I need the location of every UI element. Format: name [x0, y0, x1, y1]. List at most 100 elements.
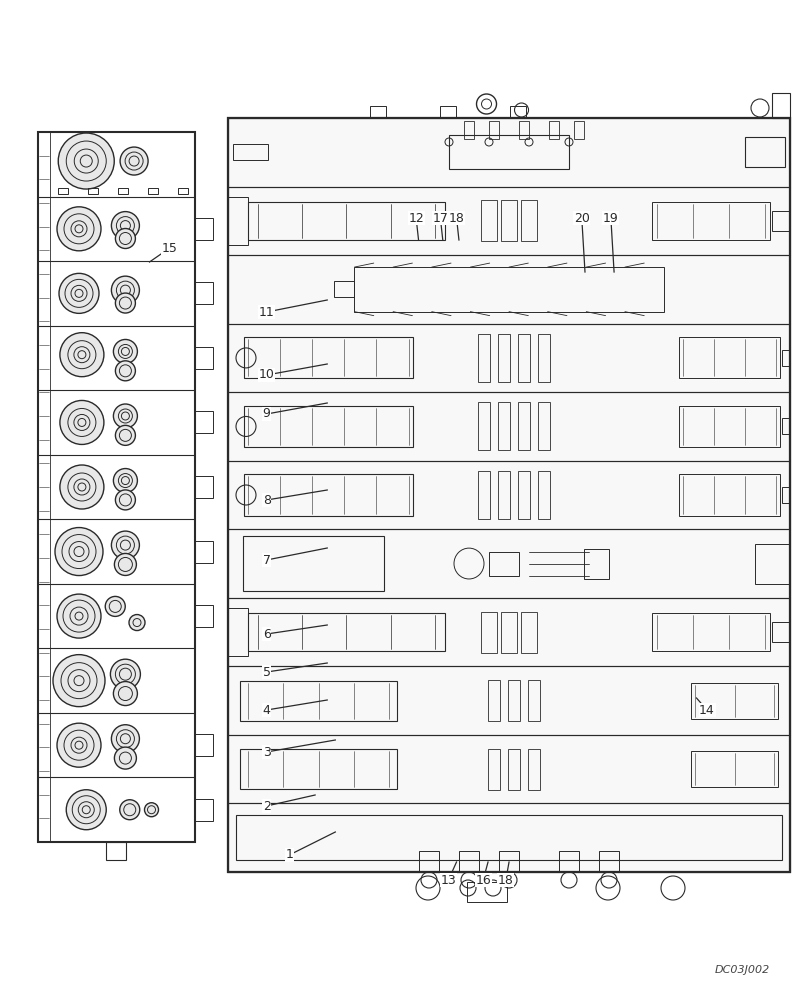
Bar: [195, 347, 213, 369]
Circle shape: [113, 404, 137, 428]
Bar: [118, 188, 128, 194]
Circle shape: [116, 229, 136, 248]
Bar: [782, 418, 790, 434]
Circle shape: [57, 594, 101, 638]
Bar: [248, 613, 444, 651]
Circle shape: [57, 207, 101, 251]
Bar: [106, 842, 126, 860]
Bar: [419, 851, 439, 872]
Circle shape: [105, 596, 125, 616]
Bar: [772, 93, 790, 118]
Bar: [228, 118, 790, 187]
Bar: [228, 197, 248, 245]
Bar: [228, 529, 790, 598]
Bar: [782, 350, 790, 366]
Bar: [248, 202, 444, 240]
Bar: [481, 200, 497, 241]
Text: 6: 6: [263, 628, 271, 641]
Circle shape: [115, 747, 137, 769]
Bar: [88, 188, 98, 194]
Bar: [478, 471, 490, 519]
Bar: [521, 200, 537, 241]
Bar: [498, 402, 510, 450]
Text: 2: 2: [263, 800, 271, 812]
Circle shape: [116, 425, 136, 445]
Bar: [38, 132, 50, 842]
Bar: [228, 803, 790, 872]
Bar: [195, 734, 213, 756]
Bar: [508, 749, 520, 790]
Bar: [501, 612, 517, 653]
Bar: [440, 106, 456, 118]
Bar: [538, 471, 550, 519]
Bar: [228, 324, 790, 392]
Bar: [240, 749, 398, 789]
Bar: [538, 402, 550, 450]
Circle shape: [53, 655, 105, 707]
Bar: [58, 188, 68, 194]
Text: 4: 4: [263, 704, 271, 716]
Circle shape: [116, 361, 136, 381]
Bar: [498, 334, 510, 382]
Circle shape: [57, 723, 101, 767]
Circle shape: [60, 465, 104, 509]
Bar: [499, 851, 519, 872]
Bar: [228, 461, 790, 529]
Bar: [244, 474, 413, 516]
Bar: [528, 680, 540, 721]
Bar: [195, 411, 213, 433]
Circle shape: [55, 528, 103, 576]
Text: 14: 14: [699, 704, 715, 716]
Circle shape: [120, 147, 148, 175]
Text: 18: 18: [448, 212, 465, 225]
Bar: [488, 680, 500, 721]
Bar: [521, 612, 537, 653]
Bar: [692, 751, 778, 787]
Bar: [692, 683, 778, 719]
Bar: [559, 851, 579, 872]
Bar: [488, 749, 500, 790]
Bar: [466, 882, 507, 902]
Text: 1: 1: [285, 848, 293, 861]
Circle shape: [129, 615, 145, 631]
Bar: [489, 552, 519, 576]
Bar: [195, 476, 213, 498]
Bar: [772, 622, 790, 642]
Bar: [335, 281, 355, 297]
Bar: [228, 118, 790, 872]
Bar: [518, 402, 530, 450]
Bar: [38, 132, 195, 842]
Bar: [478, 402, 490, 450]
Circle shape: [112, 725, 140, 753]
Bar: [518, 334, 530, 382]
Text: DC03J002: DC03J002: [715, 965, 770, 975]
Bar: [599, 851, 619, 872]
Text: 18: 18: [498, 874, 514, 886]
Circle shape: [116, 490, 136, 510]
Text: 11: 11: [259, 306, 275, 318]
Circle shape: [60, 400, 104, 444]
Bar: [195, 541, 213, 563]
Bar: [489, 121, 499, 139]
Bar: [478, 334, 490, 382]
Bar: [195, 605, 213, 627]
Circle shape: [113, 469, 137, 493]
Bar: [228, 735, 790, 803]
Bar: [652, 613, 770, 651]
Bar: [195, 799, 213, 821]
Bar: [449, 135, 569, 169]
Text: 5: 5: [263, 666, 271, 679]
Bar: [148, 188, 158, 194]
Bar: [228, 666, 790, 735]
Bar: [464, 121, 474, 139]
Bar: [244, 337, 413, 378]
Bar: [228, 255, 790, 324]
Text: 13: 13: [440, 874, 457, 886]
Bar: [528, 749, 540, 790]
Bar: [679, 474, 780, 516]
Bar: [549, 121, 559, 139]
Text: 12: 12: [408, 212, 424, 225]
Bar: [574, 121, 584, 139]
Bar: [228, 598, 790, 666]
Bar: [584, 549, 609, 579]
